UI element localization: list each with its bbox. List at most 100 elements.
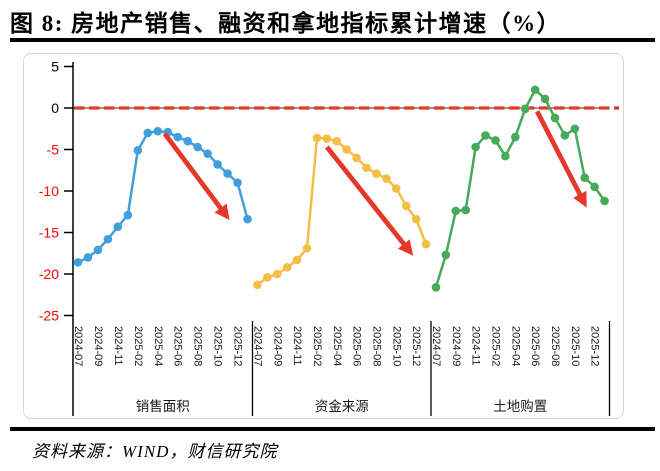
series-point-funds	[411, 214, 421, 224]
series-point-funds	[253, 280, 262, 290]
x-tick-label: 2025-12	[232, 326, 244, 366]
trend-arrow-shaft	[162, 132, 224, 212]
series-line-funds	[256, 136, 428, 287]
series-point-funds	[302, 243, 312, 253]
source-rule	[10, 427, 655, 431]
trend-arrow-head	[214, 203, 230, 221]
series-point-land	[540, 94, 550, 104]
trend-arrow-shaft	[534, 110, 583, 198]
x-tick-label: 2024-11	[470, 326, 482, 366]
series-point-sales	[83, 253, 93, 262]
series-point-funds	[382, 174, 391, 183]
x-tick-label: 2025-08	[192, 326, 204, 366]
x-tick-label: 2025-10	[390, 326, 402, 366]
series-point-land	[431, 282, 441, 292]
group-label: 土地购置	[493, 399, 547, 414]
series-point-land	[471, 142, 480, 152]
x-tick-label: 2024-07	[251, 326, 263, 366]
series-point-funds	[263, 273, 272, 282]
series-point-land	[441, 250, 451, 260]
series-point-land	[550, 113, 560, 123]
page-title: 图 8: 房地产销售、融资和拿地指标累计增速（%）	[10, 11, 562, 36]
series-point-land	[451, 206, 461, 216]
x-tick-label: 2024-11	[112, 326, 124, 366]
series-point-sales	[233, 178, 242, 187]
x-tick-label: 2025-06	[172, 326, 184, 366]
x-tick-label: 2025-08	[370, 326, 382, 366]
series-point-sales	[113, 222, 123, 231]
series-point-funds	[352, 153, 361, 163]
x-tick-label: 2025-06	[351, 326, 363, 366]
group-label: 资金来源	[315, 399, 369, 414]
trend-arrow-shaft	[324, 145, 407, 248]
series-point-funds	[362, 163, 371, 173]
series-point-sales	[73, 258, 83, 267]
series-point-sales	[183, 136, 192, 146]
x-tick-label: 2025-10	[569, 326, 581, 366]
x-tick-label: 2025-12	[410, 326, 422, 366]
x-tick-label: 2025-08	[549, 326, 561, 366]
series-point-land	[510, 132, 520, 142]
x-tick-label: 2024-09	[450, 326, 462, 366]
series-point-funds	[391, 184, 401, 193]
series-point-funds	[312, 133, 322, 143]
series-point-funds	[372, 169, 381, 178]
title-rule	[10, 38, 655, 42]
series-point-funds	[342, 145, 352, 154]
x-tick-label: 2025-04	[509, 326, 521, 366]
series-point-sales	[193, 142, 202, 152]
x-tick-label: 2025-02	[489, 326, 501, 366]
source-note: 资料来源：WIND，财信研究院	[32, 442, 278, 461]
y-tick-label: -15	[39, 225, 59, 241]
series-point-funds	[292, 255, 302, 265]
series-point-sales	[153, 126, 163, 136]
trend-arrow-head	[573, 190, 587, 208]
x-tick-label: 2024-07	[430, 326, 442, 366]
series-point-sales	[203, 149, 212, 158]
y-tick-label: -25	[39, 308, 59, 324]
series-point-land	[491, 136, 500, 145]
x-tick-label: 2025-12	[589, 326, 601, 366]
series-point-sales	[173, 132, 183, 142]
y-tick-label: -10	[39, 183, 59, 199]
y-tick-label: -20	[39, 266, 59, 282]
x-tick-label: 2025-02	[311, 326, 323, 366]
series-point-land	[520, 104, 530, 114]
x-tick-label: 2025-06	[529, 326, 541, 366]
series-point-land	[600, 196, 609, 206]
series-point-land	[530, 85, 540, 95]
series-point-funds	[332, 136, 342, 146]
x-tick-label: 2025-02	[132, 326, 144, 366]
series-point-sales	[93, 245, 103, 255]
series-point-sales	[133, 146, 143, 155]
series-point-funds	[401, 201, 411, 211]
group-label: 销售面积	[136, 399, 190, 414]
y-tick-label: 5	[51, 59, 59, 75]
series-point-land	[570, 124, 580, 134]
series-point-land	[461, 205, 471, 215]
series-point-funds	[272, 269, 282, 279]
series-point-funds	[282, 263, 292, 272]
series-point-sales	[103, 234, 113, 244]
series-point-sales	[123, 210, 133, 220]
x-tick-label: 2025-10	[212, 326, 224, 366]
x-tick-label: 2024-09	[271, 326, 283, 366]
series-point-funds	[322, 134, 332, 144]
series-point-land	[590, 182, 599, 192]
series-point-sales	[213, 160, 222, 169]
x-tick-label: 2025-04	[331, 326, 343, 366]
series-point-land	[481, 131, 490, 140]
trend-arrow-head	[397, 239, 414, 256]
series-point-sales	[243, 214, 252, 224]
series-point-sales	[143, 128, 153, 138]
series-point-land	[501, 151, 510, 161]
x-tick-label: 2024-11	[291, 326, 303, 366]
series-line-sales	[76, 129, 249, 264]
y-tick-label: 0	[51, 100, 59, 116]
x-tick-label: 2024-09	[92, 326, 104, 366]
series-point-land	[580, 173, 590, 183]
x-tick-label: 2025-04	[152, 326, 164, 366]
series-point-land	[560, 131, 570, 140]
y-tick-label: -5	[47, 142, 60, 158]
